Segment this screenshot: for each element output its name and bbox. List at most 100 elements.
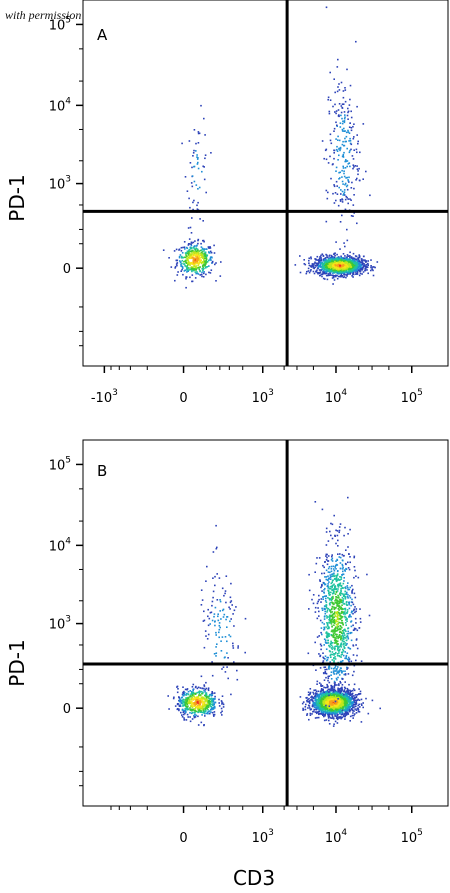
event-dot bbox=[196, 696, 198, 698]
event-dot bbox=[212, 708, 215, 710]
event-dot bbox=[330, 260, 333, 262]
event-dot bbox=[372, 274, 375, 277]
event-dot bbox=[338, 711, 341, 713]
event-dot bbox=[196, 698, 199, 701]
event-dot bbox=[333, 152, 335, 154]
event-dot bbox=[186, 258, 189, 261]
event-dot bbox=[226, 640, 228, 643]
event-dot bbox=[172, 697, 175, 700]
event-dot bbox=[194, 716, 197, 718]
event-dot bbox=[348, 126, 351, 128]
event-dot bbox=[301, 702, 304, 705]
event-dot bbox=[210, 251, 213, 254]
event-dot bbox=[338, 154, 340, 157]
event-dot bbox=[328, 681, 331, 684]
event-dot bbox=[320, 691, 322, 693]
event-dot bbox=[330, 591, 332, 594]
event-dot bbox=[358, 260, 360, 263]
event-dot bbox=[204, 264, 206, 266]
event-dot bbox=[211, 604, 213, 607]
event-dot bbox=[341, 596, 344, 599]
event-dot bbox=[206, 711, 209, 713]
event-dot bbox=[205, 258, 208, 260]
event-dot bbox=[361, 264, 363, 267]
event-dot bbox=[230, 582, 232, 585]
event-dot bbox=[312, 594, 315, 596]
event-dot bbox=[197, 700, 200, 703]
event-dot bbox=[205, 263, 207, 265]
event-dot bbox=[320, 259, 322, 262]
event-dot bbox=[311, 264, 313, 267]
event-dot bbox=[318, 713, 320, 716]
event-dot bbox=[327, 258, 330, 260]
event-dot bbox=[174, 705, 177, 707]
event-dot bbox=[202, 708, 205, 710]
event-dot bbox=[207, 703, 210, 705]
event-dot bbox=[344, 198, 347, 201]
event-dot bbox=[341, 700, 343, 702]
event-dot bbox=[331, 256, 334, 258]
event-dot bbox=[180, 701, 182, 703]
event-dot bbox=[334, 262, 336, 264]
event-dot bbox=[192, 155, 194, 157]
event-dot bbox=[324, 698, 327, 700]
event-dot bbox=[327, 266, 329, 268]
event-dot bbox=[345, 713, 348, 715]
event-dot bbox=[208, 617, 211, 620]
event-dot bbox=[343, 703, 346, 706]
event-dot bbox=[204, 703, 206, 705]
event-dot bbox=[327, 555, 330, 557]
event-dot bbox=[204, 154, 207, 156]
event-dot bbox=[318, 682, 321, 684]
event-dot bbox=[316, 692, 318, 695]
event-dot bbox=[335, 112, 337, 115]
event-dot bbox=[339, 200, 342, 202]
event-dot bbox=[211, 256, 213, 259]
event-dot bbox=[307, 704, 310, 707]
event-dot bbox=[335, 641, 338, 644]
event-dot bbox=[181, 268, 183, 271]
event-dot bbox=[352, 698, 355, 700]
event-dot bbox=[329, 698, 331, 701]
event-dot bbox=[342, 264, 345, 266]
event-dot bbox=[215, 547, 218, 550]
x-tick-label: -103 bbox=[91, 388, 118, 406]
event-dot bbox=[310, 265, 312, 268]
event-dot bbox=[333, 149, 336, 152]
event-dot bbox=[192, 201, 194, 204]
event-dot bbox=[329, 260, 331, 262]
event-dot bbox=[337, 269, 340, 271]
event-dot bbox=[367, 264, 369, 266]
event-dot bbox=[195, 700, 197, 702]
event-dot bbox=[229, 608, 231, 610]
event-dot bbox=[189, 720, 192, 723]
event-dot bbox=[362, 266, 364, 268]
event-dot bbox=[308, 701, 311, 703]
event-dot bbox=[316, 695, 319, 698]
event-dot bbox=[176, 703, 179, 706]
event-dot bbox=[345, 135, 348, 138]
event-dot bbox=[314, 261, 316, 264]
event-dot bbox=[319, 693, 321, 696]
event-dot bbox=[183, 246, 186, 248]
event-dot bbox=[343, 702, 346, 704]
event-dot bbox=[179, 704, 182, 706]
event-dot bbox=[182, 267, 184, 269]
event-dot bbox=[188, 699, 191, 701]
event-dot bbox=[207, 689, 210, 692]
event-dot bbox=[209, 256, 212, 258]
event-dot bbox=[215, 631, 217, 634]
event-dot bbox=[332, 192, 334, 195]
event-dot bbox=[193, 265, 196, 268]
event-dot bbox=[308, 718, 310, 721]
event-dot bbox=[348, 707, 351, 710]
event-dot bbox=[190, 693, 192, 695]
event-dot bbox=[353, 267, 356, 269]
event-dot bbox=[328, 703, 331, 705]
event-dot bbox=[312, 265, 314, 268]
event-dot bbox=[347, 703, 350, 706]
event-dot bbox=[308, 702, 311, 705]
event-dot bbox=[350, 148, 352, 151]
event-dot bbox=[190, 702, 193, 704]
event-dot bbox=[341, 689, 343, 691]
